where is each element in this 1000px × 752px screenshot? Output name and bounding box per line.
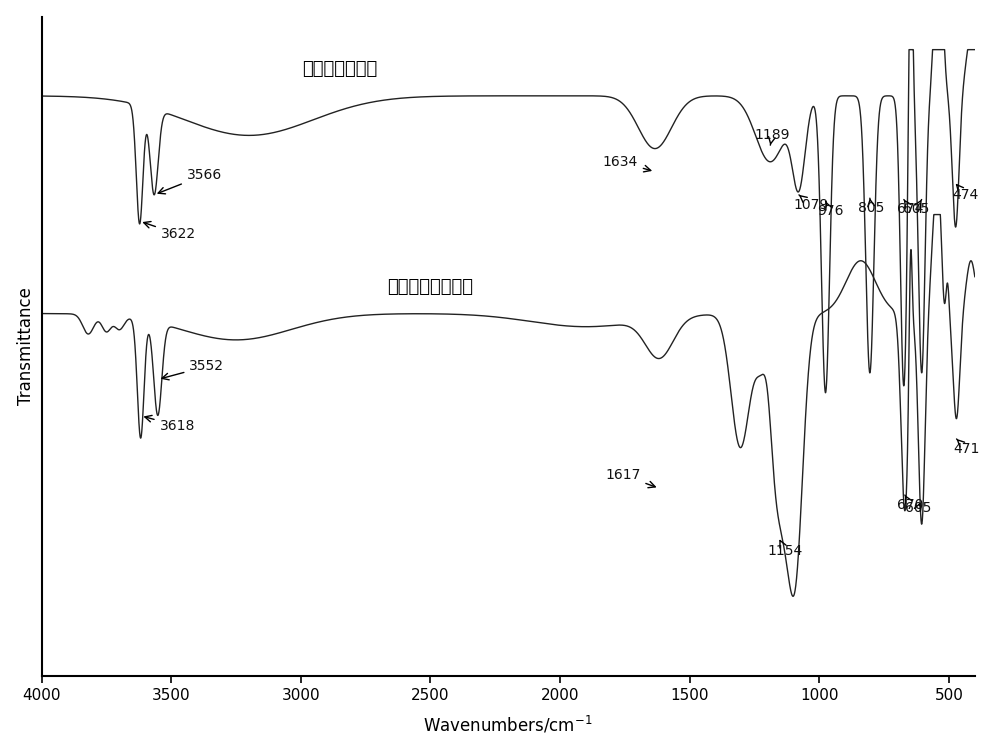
Text: 471: 471 bbox=[953, 439, 980, 456]
Text: 605: 605 bbox=[903, 199, 929, 217]
Text: 605: 605 bbox=[905, 501, 931, 515]
Text: 3618: 3618 bbox=[145, 415, 195, 432]
Text: 未改性硫酸馒晶须: 未改性硫酸馒晶须 bbox=[387, 278, 473, 296]
Text: 1617: 1617 bbox=[605, 468, 655, 488]
Text: 1079: 1079 bbox=[793, 195, 829, 211]
Text: 474: 474 bbox=[952, 184, 978, 202]
Text: 976: 976 bbox=[817, 202, 843, 218]
X-axis label: Wavenumbers/cm$^{-1}$: Wavenumbers/cm$^{-1}$ bbox=[423, 714, 593, 735]
Text: 1189: 1189 bbox=[754, 129, 790, 145]
Y-axis label: Transmittance: Transmittance bbox=[17, 287, 35, 405]
Text: 674: 674 bbox=[897, 199, 923, 217]
Text: 1634: 1634 bbox=[603, 155, 651, 172]
Text: 805: 805 bbox=[858, 199, 885, 215]
Text: 3552: 3552 bbox=[162, 359, 224, 380]
Text: 3566: 3566 bbox=[158, 168, 222, 194]
Text: 3622: 3622 bbox=[144, 222, 196, 241]
Text: 改性硫酸馒晶须: 改性硫酸馒晶须 bbox=[302, 60, 377, 78]
Text: 1154: 1154 bbox=[767, 541, 803, 558]
Text: 670: 670 bbox=[897, 495, 923, 512]
